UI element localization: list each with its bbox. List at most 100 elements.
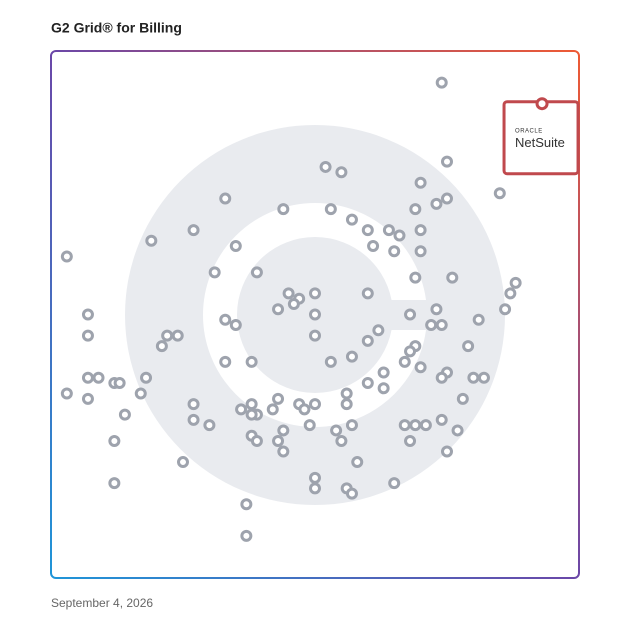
product-point bbox=[161, 329, 174, 342]
product-point bbox=[140, 371, 153, 384]
product-point bbox=[240, 498, 253, 511]
product-point bbox=[340, 398, 353, 411]
product-point bbox=[81, 308, 94, 321]
product-point bbox=[414, 224, 427, 237]
product-point bbox=[477, 371, 490, 384]
product-point bbox=[272, 392, 285, 405]
product-point bbox=[361, 287, 374, 300]
product-point bbox=[456, 392, 469, 405]
product-point bbox=[81, 392, 94, 405]
product-point bbox=[441, 445, 453, 458]
product-point bbox=[319, 160, 332, 173]
product-point bbox=[177, 456, 189, 469]
product-point bbox=[414, 176, 427, 189]
product-point bbox=[309, 329, 321, 342]
product-point bbox=[409, 203, 422, 216]
product-point bbox=[203, 419, 216, 432]
grid-border bbox=[50, 50, 580, 579]
product-point bbox=[404, 308, 417, 321]
product-point bbox=[309, 308, 321, 321]
product-point bbox=[435, 371, 448, 384]
chart-title: G2 Grid® for Billing bbox=[51, 20, 182, 36]
product-point bbox=[282, 287, 295, 300]
product-point bbox=[81, 329, 94, 342]
product-point bbox=[187, 413, 200, 426]
product-point bbox=[229, 239, 242, 252]
product-point bbox=[414, 245, 427, 258]
product-point bbox=[351, 456, 364, 469]
product-point bbox=[345, 419, 358, 432]
highlight-point bbox=[535, 97, 549, 111]
product-point bbox=[113, 377, 126, 390]
product-point bbox=[361, 224, 374, 237]
product-point bbox=[441, 192, 453, 205]
product-point bbox=[398, 355, 411, 368]
product-point bbox=[361, 334, 374, 347]
product-point bbox=[335, 434, 348, 447]
product-point bbox=[92, 371, 105, 384]
product-point bbox=[277, 203, 290, 216]
product-point bbox=[467, 371, 480, 384]
product-point bbox=[277, 445, 290, 458]
product-point bbox=[108, 477, 121, 490]
product-point bbox=[340, 387, 353, 400]
product-point bbox=[372, 324, 385, 337]
product-point bbox=[345, 350, 358, 363]
product-point bbox=[393, 229, 406, 242]
product-point bbox=[309, 398, 321, 411]
product-point bbox=[245, 355, 258, 368]
product-point bbox=[81, 371, 94, 384]
product-point bbox=[277, 424, 290, 437]
product-point bbox=[250, 266, 263, 279]
highlight-brand: ORACLE bbox=[515, 128, 543, 134]
product-point bbox=[187, 398, 200, 411]
date: September 4, 2026 bbox=[51, 596, 153, 610]
product-point bbox=[430, 303, 443, 316]
product-point bbox=[272, 303, 285, 316]
product-point bbox=[250, 434, 263, 447]
product-point bbox=[509, 276, 522, 289]
product-point bbox=[330, 424, 343, 437]
product-point bbox=[266, 403, 279, 416]
product-point bbox=[134, 387, 147, 400]
product-point bbox=[345, 213, 358, 226]
product-point bbox=[425, 319, 438, 332]
product-point bbox=[229, 319, 242, 332]
product-point bbox=[303, 419, 316, 432]
product-point bbox=[219, 355, 232, 368]
product-point bbox=[298, 403, 311, 416]
product-point bbox=[155, 340, 168, 353]
product-point bbox=[493, 187, 506, 200]
product-point bbox=[435, 413, 448, 426]
product-point bbox=[377, 382, 390, 395]
product-point bbox=[287, 297, 300, 310]
product-point bbox=[446, 271, 459, 284]
product-point bbox=[60, 387, 73, 400]
product-point bbox=[430, 197, 443, 210]
product-point bbox=[309, 482, 321, 495]
product-point bbox=[219, 192, 232, 205]
product-point bbox=[462, 340, 475, 353]
product-point bbox=[404, 434, 417, 447]
product-point bbox=[335, 166, 348, 179]
product-point bbox=[504, 287, 517, 300]
product-point bbox=[240, 529, 253, 542]
product-point bbox=[382, 224, 395, 237]
product-point bbox=[219, 313, 232, 326]
product-point bbox=[388, 477, 401, 490]
product-point bbox=[171, 329, 184, 342]
product-point bbox=[441, 155, 453, 168]
product-point bbox=[398, 419, 411, 432]
product-point bbox=[388, 245, 401, 258]
product-point bbox=[451, 424, 464, 437]
product-point bbox=[409, 271, 422, 284]
product-point bbox=[414, 361, 427, 374]
product-point bbox=[409, 419, 422, 432]
product-point bbox=[118, 408, 131, 421]
product-point bbox=[309, 471, 321, 484]
product-point bbox=[187, 224, 200, 237]
product-point bbox=[245, 398, 258, 411]
product-point bbox=[472, 313, 485, 326]
product-point bbox=[245, 408, 258, 421]
